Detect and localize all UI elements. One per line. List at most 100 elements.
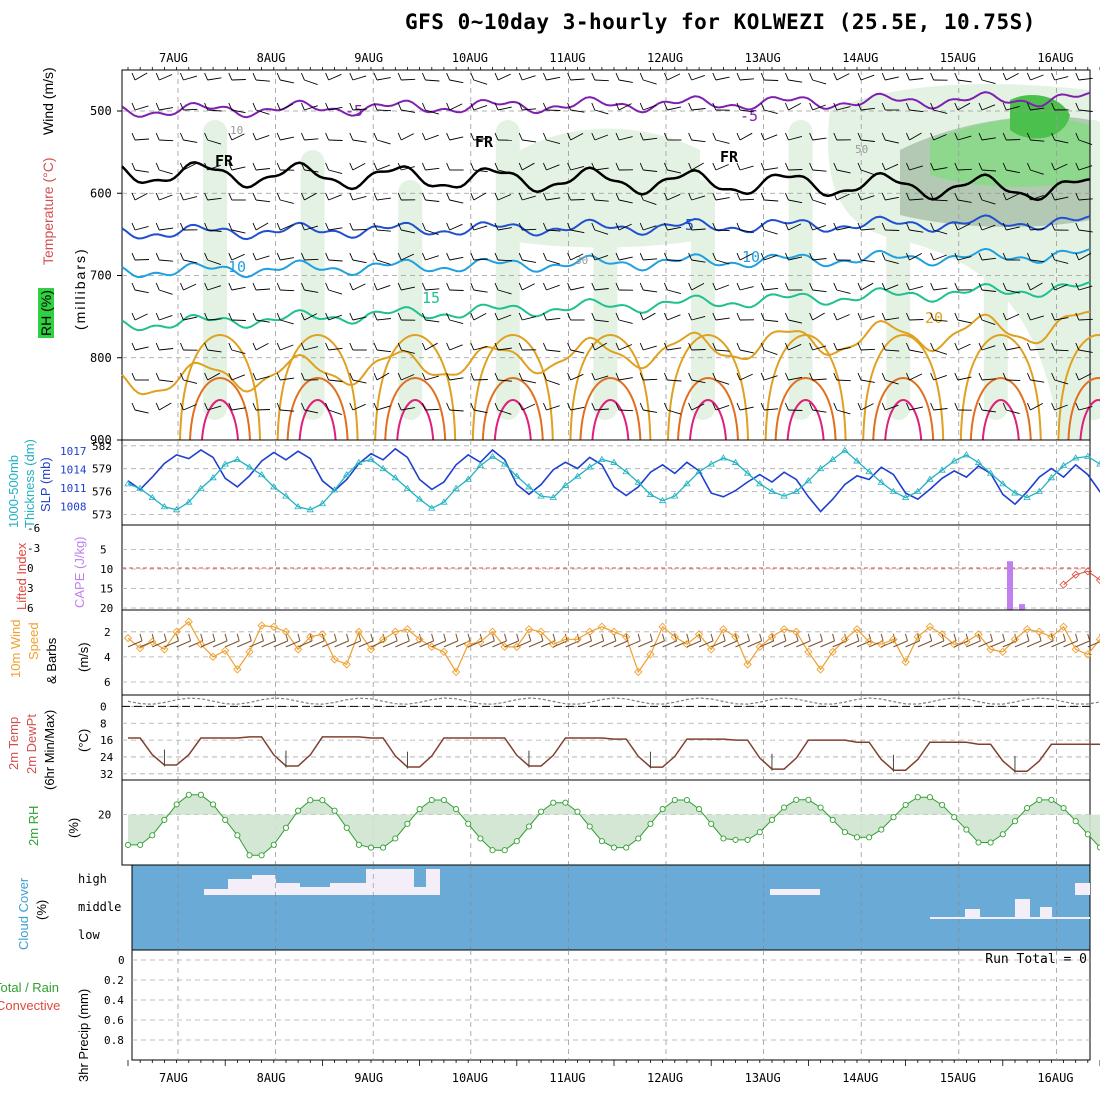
wind-barb-flag bbox=[252, 72, 257, 81]
wind-barb bbox=[764, 408, 779, 411]
wind-barb-flag bbox=[397, 132, 402, 141]
wind-barb-flag bbox=[421, 222, 426, 231]
bottom-date-label: 9AUG bbox=[354, 1071, 383, 1085]
wind10-barb bbox=[480, 640, 495, 648]
wind-barb bbox=[812, 104, 826, 111]
wind10-barb bbox=[808, 640, 823, 648]
wind-barb bbox=[352, 139, 367, 143]
isotherm-20-arch bbox=[179, 333, 261, 441]
wind-barb bbox=[546, 229, 561, 232]
wind10-barb bbox=[783, 640, 799, 648]
wind-speed-marker bbox=[816, 665, 825, 674]
wind-barb-flag bbox=[591, 102, 596, 111]
wind-barb bbox=[473, 258, 488, 261]
wind-speed-marker bbox=[342, 660, 351, 669]
rh-marker bbox=[781, 804, 788, 811]
wind-barb bbox=[933, 319, 948, 322]
wind-speed-marker bbox=[561, 635, 570, 644]
wind10-barb-flag bbox=[953, 633, 957, 641]
wind-barb bbox=[933, 199, 948, 202]
wind-speed-marker bbox=[937, 630, 947, 639]
wind-barb-flag bbox=[446, 402, 451, 411]
rh-marker bbox=[149, 832, 156, 839]
wind-barb bbox=[449, 199, 464, 204]
wind-barb bbox=[134, 313, 148, 321]
thickness-marker bbox=[318, 499, 327, 507]
wind-barb bbox=[255, 222, 269, 231]
slp-tick: 1014 bbox=[60, 464, 87, 477]
wind-barb-flag bbox=[276, 402, 281, 411]
wind-barb-flag bbox=[736, 72, 741, 81]
thickness-marker bbox=[549, 493, 557, 501]
wind-barb bbox=[497, 289, 512, 295]
wind-barb-flag bbox=[373, 252, 378, 261]
wind-barb-flag bbox=[1026, 222, 1031, 231]
wind-barb bbox=[812, 409, 827, 413]
thickness-label-1: 1000-500mb bbox=[6, 455, 21, 528]
isotherm-20-arch bbox=[667, 333, 749, 441]
wind-barb bbox=[909, 198, 924, 201]
rh-marker bbox=[173, 801, 180, 808]
wind10-barb bbox=[1026, 640, 1042, 648]
wind-barb-flag bbox=[325, 192, 330, 201]
isotherm-30-arch bbox=[981, 398, 1020, 441]
wind-barb bbox=[764, 287, 779, 291]
temp-tick: 24 bbox=[100, 751, 114, 764]
top-date-label: 12AUG bbox=[647, 51, 683, 65]
upper-rh-label: RH (%) bbox=[38, 288, 54, 338]
wind-barb-flag bbox=[809, 72, 814, 81]
wind-barb-flag bbox=[325, 162, 330, 171]
wind-barb-flag bbox=[494, 402, 499, 411]
wind-barb bbox=[522, 316, 536, 321]
wind-barb bbox=[739, 78, 754, 81]
wind-barb-flag bbox=[712, 132, 717, 141]
pressure-tick-label: 500 bbox=[90, 104, 112, 118]
wind-barb bbox=[352, 108, 367, 111]
wind-speed-marker bbox=[804, 647, 813, 657]
wind-barb bbox=[159, 139, 174, 142]
wind-barb-flag bbox=[494, 282, 499, 291]
wind-barb bbox=[594, 229, 609, 235]
wind-barb bbox=[1006, 105, 1020, 111]
wind10-barb bbox=[978, 640, 993, 648]
rh-marker bbox=[404, 820, 411, 827]
rh-shade bbox=[300, 150, 325, 420]
wind-barb-flag bbox=[784, 402, 789, 411]
wind-barb-flag bbox=[421, 72, 426, 81]
wind-barb bbox=[376, 77, 391, 81]
wind-barb-flag bbox=[300, 372, 305, 381]
wind-barb bbox=[812, 378, 827, 381]
li-tick: 0 bbox=[27, 562, 34, 575]
wind-barb-flag bbox=[1075, 372, 1080, 381]
rh-marker bbox=[805, 796, 812, 803]
wind-barb-flag bbox=[155, 402, 160, 411]
rh-marker bbox=[380, 844, 387, 851]
wind-barb bbox=[522, 195, 536, 201]
rh2m-label: 2m RH bbox=[26, 805, 41, 846]
wind-barb bbox=[304, 138, 319, 141]
wind-barb bbox=[715, 139, 730, 144]
wind-barb bbox=[594, 79, 609, 82]
wind-barb-flag bbox=[1075, 402, 1080, 411]
wind10-barb bbox=[1075, 640, 1090, 648]
wind-barb-flag bbox=[978, 72, 983, 81]
wind-barb bbox=[860, 348, 876, 351]
wind-barb bbox=[1030, 107, 1045, 111]
wind10-barb-flag bbox=[236, 633, 240, 641]
wind10-barb-flag bbox=[929, 633, 933, 641]
isotherm-30-arch bbox=[1079, 398, 1100, 441]
wind-speed-marker bbox=[1010, 635, 1020, 644]
thickness-marker bbox=[403, 484, 412, 491]
wind-barb-flag bbox=[252, 132, 257, 141]
wind-barb-flag bbox=[712, 342, 717, 351]
wind-barb-flag bbox=[833, 402, 838, 411]
wind-barb-flag bbox=[954, 342, 959, 351]
wind10-barb-flag bbox=[273, 633, 277, 641]
wind-barb bbox=[376, 109, 392, 112]
wind-barb bbox=[449, 79, 464, 84]
thickness-marker bbox=[622, 467, 630, 475]
wind-barb-flag bbox=[421, 372, 426, 381]
thickness-marker bbox=[221, 460, 229, 467]
wind-barb bbox=[255, 109, 270, 115]
wind-barb-flag bbox=[881, 132, 886, 141]
